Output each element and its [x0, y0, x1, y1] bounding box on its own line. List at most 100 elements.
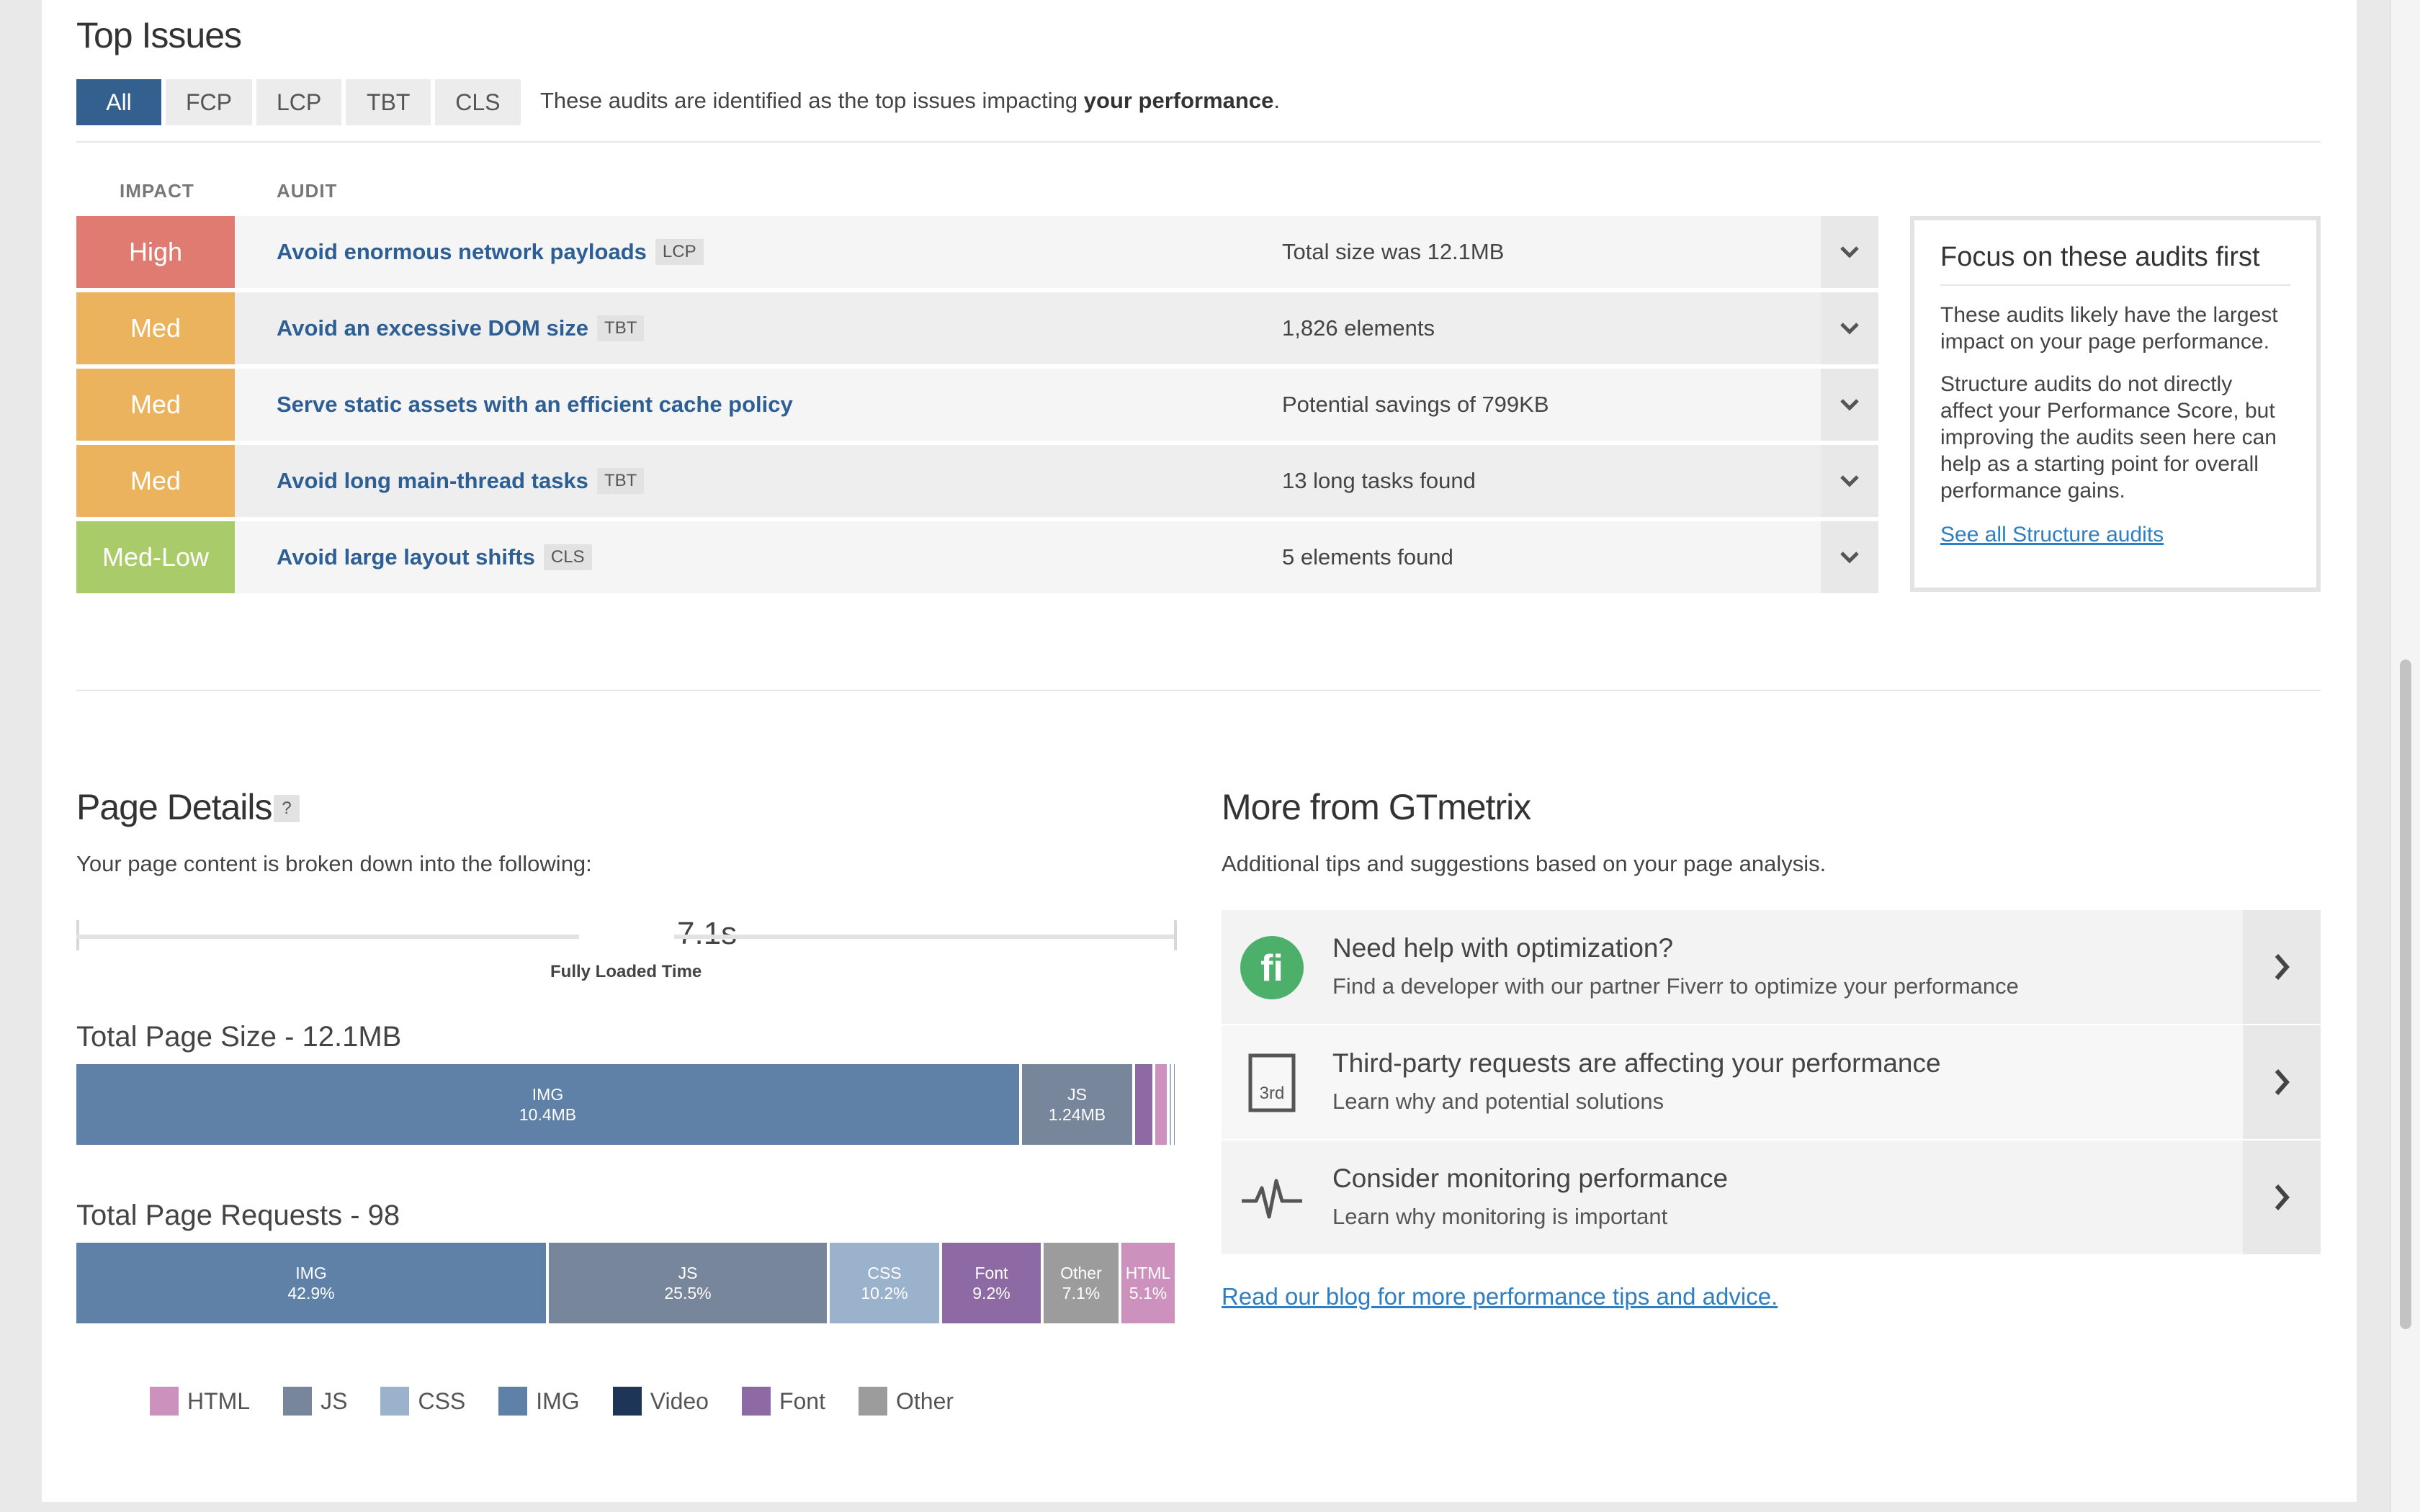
filter-description-bold: your performance: [1083, 88, 1274, 113]
audit-title[interactable]: Avoid an excessive DOM size: [277, 315, 589, 341]
card-chevron-button[interactable]: [2243, 910, 2321, 1024]
page-details-subtitle: Your page content is broken down into th…: [76, 851, 592, 876]
more-from-gtmetrix-title: More from GTmetrix: [1222, 787, 1531, 827]
bar-segment-other-2[interactable]: [1135, 1064, 1155, 1145]
legend-item-css: CSS: [380, 1387, 465, 1416]
third-party-icon: 3rd: [1240, 1051, 1304, 1115]
bar-segment-html[interactable]: HTML 5.1%: [1121, 1243, 1178, 1323]
segment-value-label: 10.4MB: [519, 1105, 577, 1124]
bar-segment-other-5[interactable]: [1174, 1064, 1178, 1145]
card-chevron-button[interactable]: [2243, 1025, 2321, 1139]
bar-segment-other[interactable]: Other 7.1%: [1044, 1243, 1121, 1323]
bar-segment-js[interactable]: JS 25.5%: [549, 1243, 830, 1323]
card-title: Need help with optimization?: [1332, 933, 1674, 963]
impact-badge: Med: [76, 369, 235, 441]
audit-link[interactable]: Serve static assets with an efficient ca…: [277, 369, 793, 441]
audit-value: 13 long tasks found: [1282, 468, 1476, 493]
segment-type-label: CSS: [867, 1264, 902, 1282]
chevron-down-icon: [1840, 399, 1859, 411]
chevron-right-icon: [2275, 1069, 2290, 1095]
issue-row[interactable]: Med-Low Avoid large layout shifts CLS 5 e…: [76, 521, 1878, 593]
legend-item-js: JS: [283, 1387, 347, 1416]
card-description: Learn why monitoring is important: [1332, 1204, 1668, 1229]
optimization-help-card[interactable]: fi Need help with optimization? Find a d…: [1222, 910, 2321, 1024]
segment-value-label: 5.1%: [1129, 1284, 1168, 1302]
metric-tag: TBT: [596, 468, 645, 494]
audit-link[interactable]: Avoid enormous network payloads LCP: [277, 216, 704, 288]
legend-item-video: Video: [612, 1387, 709, 1416]
filter-tab-tbt[interactable]: TBT: [346, 79, 431, 125]
audit-value: Potential savings of 799KB: [1282, 392, 1549, 417]
bar-segment-other-4[interactable]: [1170, 1064, 1174, 1145]
expand-button[interactable]: [1821, 445, 1878, 517]
blog-link[interactable]: Read our blog for more performance tips …: [1222, 1283, 1778, 1310]
card-title: Third-party requests are affecting your …: [1332, 1048, 1941, 1078]
audit-value: 1,826 elements: [1282, 315, 1435, 341]
filter-tab-lcp[interactable]: LCP: [256, 79, 342, 125]
bar-segment-font[interactable]: Font 9.2%: [942, 1243, 1044, 1323]
column-header-audit: AUDIT: [277, 180, 338, 202]
audit-link[interactable]: Avoid long main-thread tasks TBT: [277, 445, 645, 517]
legend-swatch: [283, 1387, 313, 1416]
audit-title[interactable]: Avoid long main-thread tasks: [277, 468, 588, 493]
segment-value-label: 7.1%: [1062, 1284, 1101, 1302]
vertical-scrollbar[interactable]: [2390, 0, 2420, 1512]
monitoring-card[interactable]: Consider monitoring performance Learn wh…: [1222, 1140, 2321, 1254]
see-all-structure-audits-link[interactable]: See all Structure audits: [1940, 523, 2164, 546]
card-description: Find a developer with our partner Fiverr…: [1332, 973, 2019, 999]
expand-button[interactable]: [1821, 292, 1878, 364]
filter-tab-all[interactable]: All: [76, 79, 161, 125]
scrollbar-thumb[interactable]: [2400, 660, 2411, 1329]
legend-swatch: [612, 1387, 642, 1416]
bar-segment-img[interactable]: IMG 10.4MB: [76, 1064, 1022, 1145]
impact-badge: Med: [76, 445, 235, 517]
page-size-bar: IMG 10.4MB JS 1.24MB: [76, 1064, 1178, 1145]
column-header-impact: IMPACT: [120, 180, 194, 202]
filter-tab-fcp[interactable]: FCP: [166, 79, 252, 125]
filter-tab-cls[interactable]: CLS: [435, 79, 521, 125]
audit-title[interactable]: Serve static assets with an efficient ca…: [277, 392, 793, 417]
card-title: Consider monitoring performance: [1332, 1164, 1729, 1193]
bar-segment-js[interactable]: JS 1.24MB: [1022, 1064, 1135, 1145]
segment-type-label: Other: [1060, 1264, 1102, 1282]
heartbeat-icon: [1240, 1166, 1304, 1230]
bar-segment-img[interactable]: IMG 42.9%: [76, 1243, 549, 1323]
third-party-icon-text: 3rd: [1260, 1084, 1285, 1103]
segment-value-label: 10.2%: [861, 1284, 908, 1302]
audit-link[interactable]: Avoid an excessive DOM size TBT: [277, 292, 645, 364]
audit-title[interactable]: Avoid enormous network payloads: [277, 239, 647, 264]
legend-swatch: [741, 1387, 771, 1416]
issue-row[interactable]: High Avoid enormous network payloads LCP …: [76, 216, 1878, 288]
third-party-card[interactable]: 3rd Third-party requests are affecting y…: [1222, 1025, 2321, 1139]
expand-button[interactable]: [1821, 521, 1878, 593]
audit-value: 5 elements found: [1282, 544, 1453, 570]
total-page-requests-title: Total Page Requests - 98: [76, 1200, 400, 1231]
chevron-down-icon: [1840, 475, 1859, 487]
card-description: Learn why and potential solutions: [1332, 1089, 1664, 1114]
fully-loaded-time-value: 7.1s: [677, 916, 738, 951]
issue-row[interactable]: Med Avoid an excessive DOM size TBT 1,826…: [76, 292, 1878, 364]
bar-segment-other-3[interactable]: [1155, 1064, 1170, 1145]
page-panel: Top Issues All FCP LCP TBT CLS These aud…: [42, 0, 2357, 1502]
focus-paragraph: These audits likely have the largest imp…: [1940, 303, 2278, 354]
issue-row[interactable]: Med Serve static assets with an efficien…: [76, 369, 1878, 441]
issue-row[interactable]: Med Avoid long main-thread tasks TBT 13 l…: [76, 445, 1878, 517]
filter-description-suffix: .: [1273, 88, 1280, 113]
audit-title[interactable]: Avoid large layout shifts: [277, 544, 535, 570]
expand-button[interactable]: [1821, 369, 1878, 441]
bar-segment-css[interactable]: CSS 10.2%: [830, 1243, 942, 1323]
help-icon[interactable]: ?: [274, 795, 300, 822]
legend-label: Font: [779, 1387, 825, 1414]
svg-text:fi: fi: [1260, 948, 1283, 989]
legend-item-html: HTML: [150, 1387, 250, 1416]
segment-value-label: 9.2%: [972, 1284, 1010, 1302]
legend-swatch: [150, 1387, 179, 1416]
impact-badge: High: [76, 216, 235, 288]
legend-item-font: Font: [741, 1387, 825, 1416]
card-chevron-button[interactable]: [2243, 1140, 2321, 1254]
chevron-right-icon: [2275, 954, 2290, 980]
expand-button[interactable]: [1821, 216, 1878, 288]
audit-link[interactable]: Avoid large layout shifts CLS: [277, 521, 592, 593]
legend-label: JS: [321, 1387, 348, 1414]
segment-type-label: Font: [974, 1264, 1008, 1282]
